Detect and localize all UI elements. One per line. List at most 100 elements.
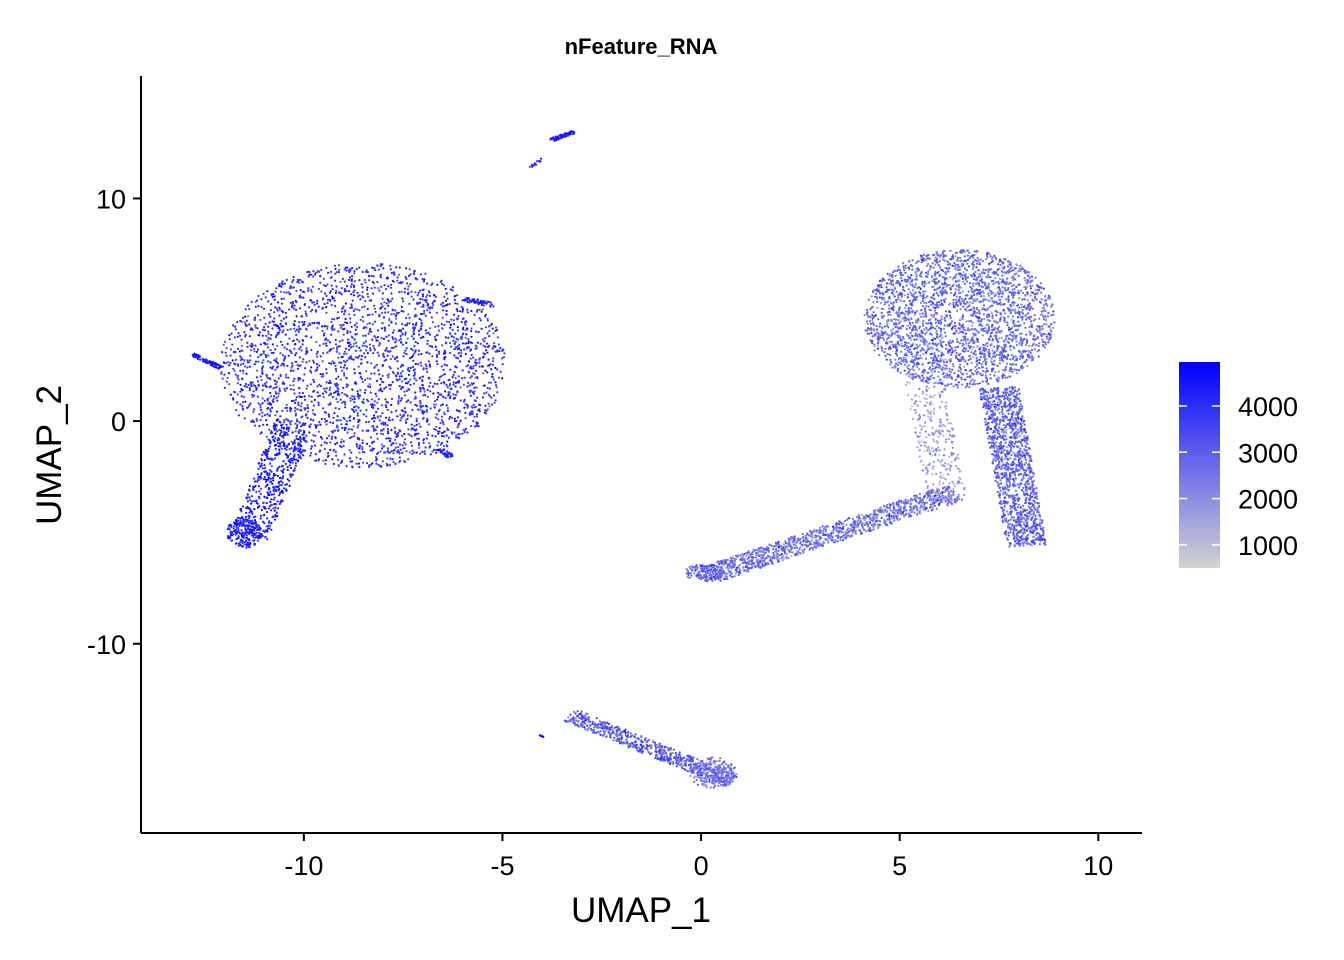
scatter-point <box>289 285 292 288</box>
scatter-point <box>248 404 251 407</box>
scatter-point <box>268 386 271 389</box>
scatter-point <box>373 286 376 289</box>
scatter-point <box>434 400 437 403</box>
scatter-point <box>362 341 365 345</box>
scatter-point <box>249 359 252 362</box>
scatter-point <box>368 322 371 325</box>
scatter-point <box>299 328 302 331</box>
scatter-point <box>279 340 283 343</box>
scatter-point <box>366 352 369 355</box>
scatter-point <box>931 362 934 365</box>
scatter-point <box>490 368 493 371</box>
scatter-point <box>335 390 338 393</box>
scatter-point <box>417 349 421 352</box>
scatter-point <box>401 281 404 284</box>
scatter-point <box>399 329 402 332</box>
scatter-point <box>278 448 281 451</box>
scatter-point <box>958 342 962 345</box>
scatter-point <box>322 407 325 410</box>
scatter-point <box>452 323 456 326</box>
scatter-point <box>313 380 316 383</box>
scatter-point <box>221 377 224 380</box>
scatter-point <box>957 327 960 330</box>
scatter-point <box>363 305 366 308</box>
scatter-point <box>1052 313 1056 316</box>
scatter-point <box>292 456 295 459</box>
scatter-point <box>1041 325 1044 328</box>
scatter-point <box>261 415 264 418</box>
scatter-point <box>404 276 407 279</box>
scatter-point <box>922 320 925 323</box>
scatter-point <box>953 324 956 327</box>
scatter-point <box>353 313 356 316</box>
scatter-point <box>281 409 284 412</box>
scatter-point <box>328 379 332 382</box>
scatter-point <box>290 369 293 372</box>
scatter-point <box>249 402 252 405</box>
scatter-point <box>277 377 280 380</box>
scatter-point <box>314 434 317 437</box>
scatter-point <box>413 368 416 371</box>
scatter-point <box>365 408 368 412</box>
scatter-point <box>482 301 485 305</box>
scatter-point <box>343 280 346 283</box>
scatter-point <box>389 437 392 440</box>
scatter-point <box>277 494 281 497</box>
scatter-point <box>378 315 381 318</box>
scatter-point <box>935 348 938 351</box>
scatter-point <box>878 279 882 282</box>
scatter-point <box>1014 355 1017 358</box>
scatter-point <box>910 353 913 356</box>
scatter-point <box>469 357 472 360</box>
scatter-point <box>965 372 968 375</box>
scatter-point <box>272 474 275 477</box>
scatter-point <box>256 314 259 317</box>
scatter-point <box>1020 266 1024 269</box>
scatter-point <box>237 536 240 540</box>
scatter-point <box>256 480 259 483</box>
scatter-point <box>298 281 301 284</box>
scatter-point <box>267 360 270 363</box>
scatter-point <box>347 348 351 351</box>
scatter-point <box>483 353 487 356</box>
scatter-point <box>389 300 393 303</box>
scatter-point <box>419 273 423 276</box>
scatter-point <box>474 358 477 361</box>
scatter-point <box>432 403 435 406</box>
scatter-point <box>496 336 499 339</box>
scatter-point <box>934 317 937 321</box>
scatter-point <box>248 521 251 524</box>
scatter-point <box>476 377 479 380</box>
scatter-point <box>367 400 370 403</box>
scatter-point <box>298 340 301 343</box>
scatter-point <box>996 321 999 324</box>
scatter-point <box>264 343 267 346</box>
scatter-point <box>976 262 979 265</box>
scatter-point <box>295 328 298 331</box>
scatter-point <box>342 400 345 403</box>
scatter-point <box>405 341 408 344</box>
scatter-point <box>460 335 463 339</box>
scatter-point <box>286 409 289 412</box>
scatter-point <box>468 391 471 394</box>
scatter-point <box>435 451 438 454</box>
scatter-point <box>996 345 999 348</box>
scatter-point <box>417 291 420 294</box>
scatter-point <box>325 411 328 414</box>
scatter-point <box>999 316 1002 319</box>
scatter-point <box>303 373 306 376</box>
scatter-point <box>388 365 391 368</box>
scatter-point <box>934 309 937 312</box>
scatter-point <box>488 330 491 333</box>
scatter-point <box>346 395 349 398</box>
scatter-point <box>422 336 425 339</box>
scatter-point <box>372 352 375 355</box>
scatter-point <box>425 351 428 354</box>
scatter-point <box>868 320 871 323</box>
scatter-point <box>417 443 420 446</box>
scatter-point <box>397 400 400 403</box>
scatter-point <box>980 295 983 298</box>
scatter-point <box>247 383 250 387</box>
scatter-point <box>403 390 406 393</box>
scatter-point <box>373 372 376 375</box>
